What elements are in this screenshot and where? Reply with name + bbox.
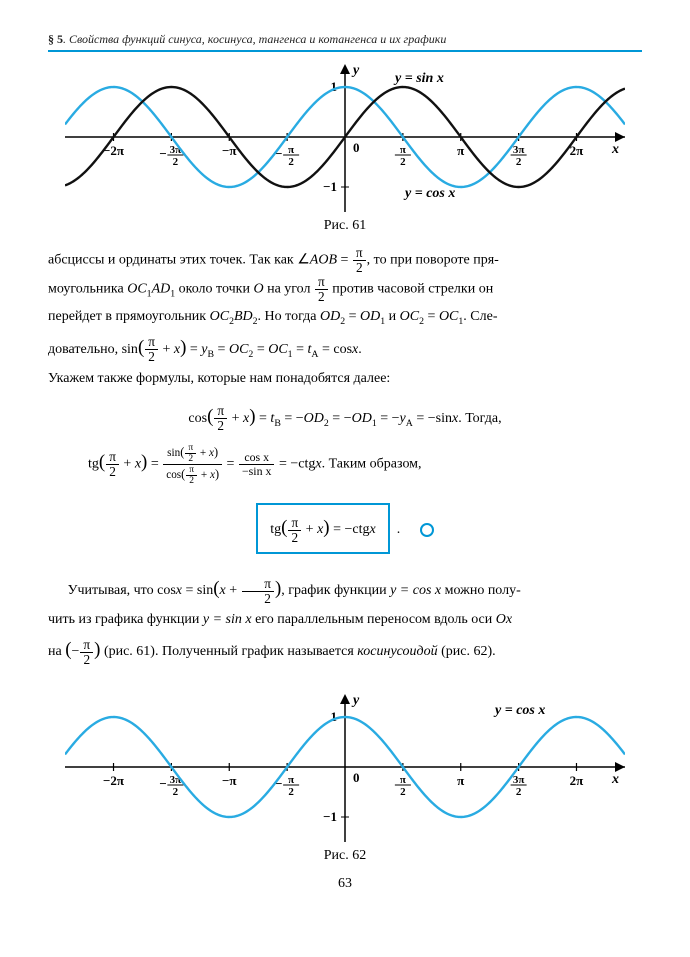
svg-text:2: 2	[400, 156, 406, 168]
section-title: Свойства функций синуса, косинуса, танге…	[69, 32, 446, 46]
figure-61: −2π3π2−−ππ2−π2π3π22π1−10yxy = sin xy = c…	[48, 62, 642, 234]
svg-text:x: x	[611, 772, 619, 787]
figure-62: −2π3π2−−ππ2−π2π3π22π1−10yxy = cos x Рис.…	[48, 692, 642, 864]
svg-text:x: x	[611, 142, 619, 157]
svg-text:y: y	[351, 63, 360, 78]
boxed-equation: tg(π2 + x) = −ctgx .	[48, 503, 642, 554]
page-number: 63	[48, 876, 642, 892]
svg-text:2: 2	[516, 786, 522, 798]
svg-text:3π: 3π	[170, 144, 182, 156]
svg-text:3π: 3π	[513, 774, 525, 786]
equation-cos: cos(π2 + x) = tB = −OD2 = −OD1 = −yA = −…	[48, 400, 642, 435]
svg-text:2: 2	[173, 786, 179, 798]
svg-text:0: 0	[353, 770, 360, 785]
svg-text:3π: 3π	[513, 144, 525, 156]
figure-62-caption: Рис. 62	[48, 848, 642, 864]
svg-text:y = cos x: y = cos x	[493, 703, 545, 718]
svg-text:−π: −π	[222, 773, 237, 788]
svg-text:π: π	[457, 143, 464, 158]
svg-text:−1: −1	[323, 179, 337, 194]
main-text: абсциссы и ординаты этих точек. Так как …	[48, 246, 642, 668]
section-number: § 5	[48, 32, 63, 46]
circle-marker-icon	[420, 523, 434, 537]
svg-text:3π: 3π	[170, 774, 182, 786]
svg-text:π: π	[400, 774, 406, 786]
svg-text:2: 2	[400, 786, 406, 798]
svg-text:−2π: −2π	[103, 773, 124, 788]
svg-text:y = sin x: y = sin x	[393, 71, 444, 86]
chart-sin-cos: −2π3π2−−ππ2−π2π3π22π1−10yxy = sin xy = c…	[65, 62, 625, 212]
svg-text:y: y	[351, 693, 360, 708]
svg-text:y = cos x: y = cos x	[403, 186, 455, 201]
svg-text:1: 1	[331, 709, 338, 724]
svg-text:2: 2	[288, 786, 294, 798]
svg-text:π: π	[457, 773, 464, 788]
svg-text:−: −	[159, 776, 166, 791]
svg-text:−1: −1	[323, 809, 337, 824]
svg-text:2: 2	[516, 156, 522, 168]
svg-text:−: −	[159, 146, 166, 161]
svg-text:π: π	[288, 774, 294, 786]
svg-text:π: π	[288, 144, 294, 156]
svg-text:π: π	[400, 144, 406, 156]
svg-text:2: 2	[173, 156, 179, 168]
equation-tg: tg(π2 + x) = sin(π2 + x) cos(π2 + x) = c…	[48, 443, 642, 486]
section-header: § 5. Свойства функций синуса, косинуса, …	[48, 32, 642, 52]
svg-text:2: 2	[288, 156, 294, 168]
figure-61-caption: Рис. 61	[48, 218, 642, 234]
svg-text:0: 0	[353, 140, 360, 155]
svg-text:1: 1	[331, 79, 338, 94]
svg-text:2π: 2π	[570, 773, 584, 788]
chart-cos: −2π3π2−−ππ2−π2π3π22π1−10yxy = cos x	[65, 692, 625, 842]
